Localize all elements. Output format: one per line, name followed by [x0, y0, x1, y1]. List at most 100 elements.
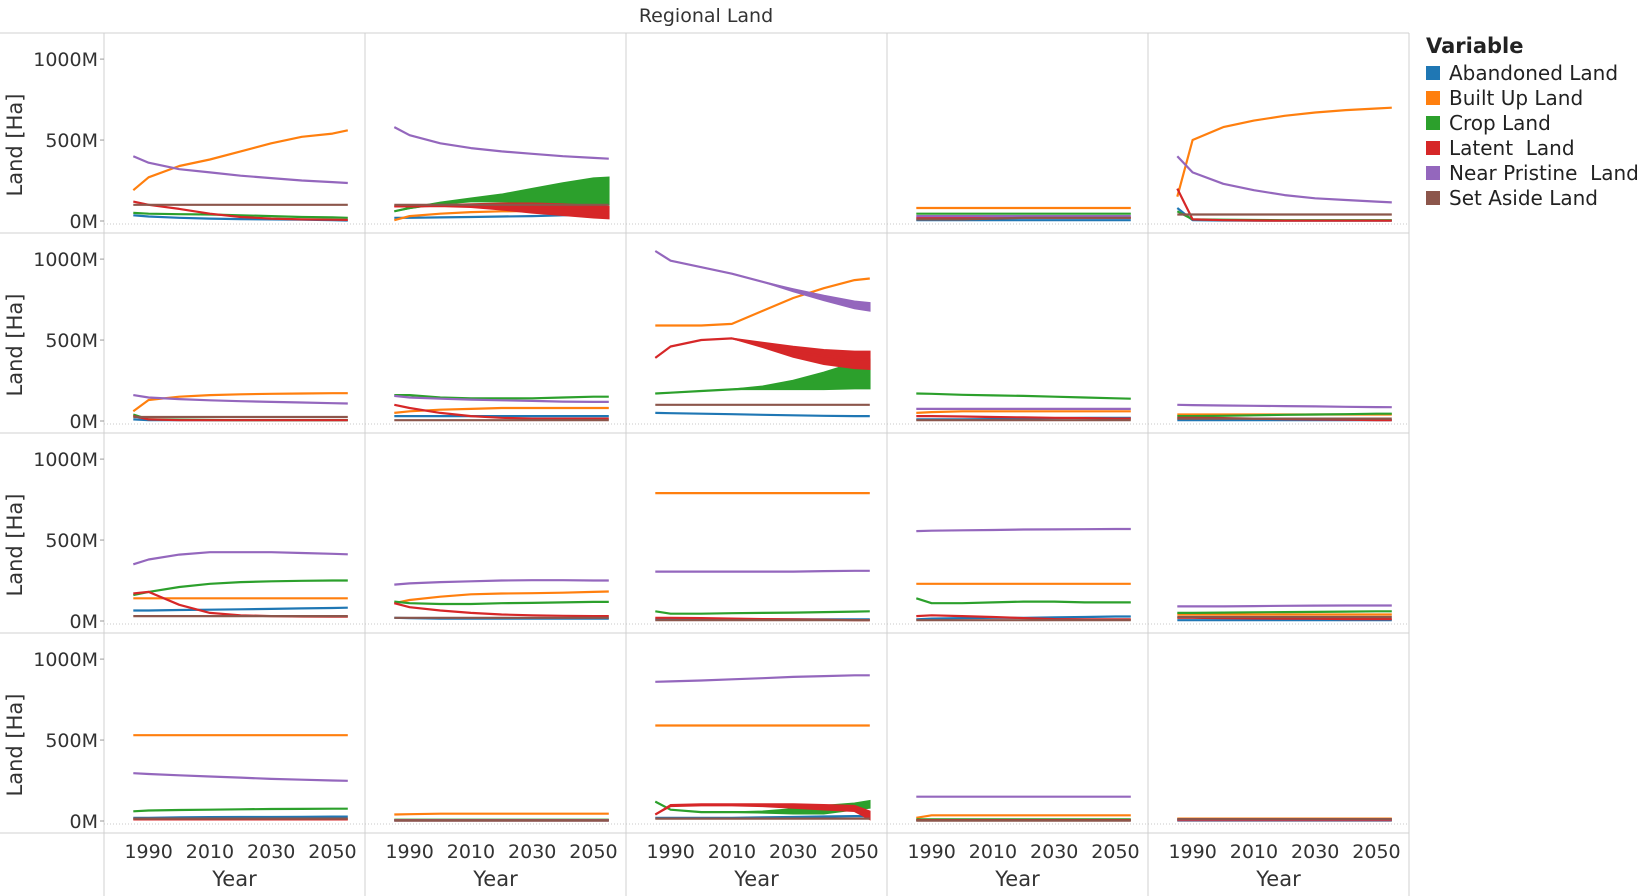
series-line — [916, 527, 1131, 533]
y-tick-label: 500M — [45, 330, 98, 352]
y-tick-label: 1000M — [33, 249, 98, 271]
series-line — [133, 415, 348, 422]
series-line — [654, 250, 870, 308]
legend-swatch — [1426, 115, 1440, 130]
series-line — [394, 590, 609, 605]
series-line — [132, 155, 348, 185]
series-line — [655, 610, 870, 615]
series-line — [133, 394, 348, 405]
series-line — [1177, 604, 1392, 608]
x-tick-label: 2030 — [1030, 841, 1078, 863]
series-line — [133, 211, 348, 219]
legend-label: Set Aside Land — [1449, 185, 1598, 210]
y-tick-label: 500M — [45, 530, 98, 552]
legend-swatch — [1426, 190, 1440, 205]
x-tick-label: 2050 — [308, 841, 356, 863]
legend-swatch — [1426, 90, 1440, 105]
series-line — [655, 277, 870, 327]
legend-label: Near Pristine Land — [1449, 160, 1639, 185]
series-line — [655, 674, 870, 683]
series-line — [1177, 610, 1392, 614]
series-line — [394, 600, 609, 606]
y-tick-label: 0M — [70, 611, 98, 633]
series-line — [133, 606, 348, 612]
y-axis-title: Land [Ha] — [3, 94, 27, 197]
legend-label: Crop Land — [1449, 110, 1551, 135]
legend-item[interactable]: Crop Land — [1426, 110, 1639, 135]
x-tick-label: 2030 — [1291, 841, 1339, 863]
legend-items: Abandoned Land Built Up Land Crop Land Late… — [1426, 60, 1639, 210]
x-tick-label: 1990 — [1168, 841, 1216, 863]
series-line — [133, 772, 348, 782]
y-tick-label: 1000M — [33, 449, 98, 471]
legend: Variable Abandoned Land Built Up Land Crop… — [1426, 34, 1639, 210]
legend-swatch — [1426, 140, 1440, 155]
series-line — [394, 394, 609, 400]
y-tick-label: 500M — [45, 130, 98, 152]
series-line — [1177, 412, 1392, 418]
x-tick-label: 2010 — [1230, 841, 1278, 863]
y-tick-label: 1000M — [33, 49, 98, 71]
series-line — [1176, 155, 1392, 204]
x-tick-label: 2050 — [1352, 841, 1400, 863]
series-line — [916, 814, 1131, 819]
series-line — [393, 126, 609, 160]
legend-swatch — [1426, 165, 1440, 180]
y-tick-label: 0M — [70, 411, 98, 433]
x-axis-title: Year — [1255, 867, 1301, 891]
series-line — [132, 129, 349, 192]
chart-marks — [132, 106, 1392, 822]
series-line — [655, 372, 870, 395]
legend-swatch — [1426, 65, 1440, 80]
series-line — [654, 337, 870, 361]
x-tick-label: 2030 — [247, 841, 295, 863]
series-line — [133, 579, 348, 597]
x-axis-title: Year — [211, 867, 257, 891]
legend-item[interactable]: Set Aside Land — [1426, 185, 1639, 210]
legend-item[interactable]: Abandoned Land — [1426, 60, 1639, 85]
series-line — [655, 411, 870, 418]
x-tick-label: 2050 — [1091, 841, 1139, 863]
series-line — [394, 812, 609, 816]
series-line — [394, 403, 609, 420]
legend-item[interactable]: Built Up Land — [1426, 85, 1639, 110]
legend-item[interactable]: Near Pristine Land — [1426, 160, 1639, 185]
series-line — [1177, 403, 1392, 409]
series-line — [655, 569, 870, 573]
chart-title: Regional Land — [639, 5, 773, 27]
x-axis-title: Year — [994, 867, 1040, 891]
x-tick-label: 1990 — [907, 841, 955, 863]
y-tick-label: 0M — [70, 811, 98, 833]
series-line — [394, 406, 609, 414]
panel-grid — [0, 32, 1410, 896]
series-line — [1176, 188, 1392, 222]
series-line — [654, 803, 871, 816]
y-axis-title: Land [Ha] — [3, 494, 27, 597]
x-tick-label: 2010 — [447, 841, 495, 863]
series-line — [1176, 106, 1392, 197]
x-tick-label: 1990 — [646, 841, 694, 863]
series-line — [394, 204, 609, 214]
legend-item[interactable]: Latent Land — [1426, 135, 1639, 160]
axis-labels: 0M 500M 1000M Land [Ha] 0M 500M 1000M Land [Ha]… — [3, 49, 1401, 891]
series-line — [394, 602, 609, 618]
x-tick-label: 1990 — [124, 841, 172, 863]
x-tick-label: 2030 — [769, 841, 817, 863]
series-line — [916, 410, 1131, 414]
legend-label: Abandoned Land — [1449, 60, 1619, 85]
x-tick-label: 2050 — [569, 841, 617, 863]
x-tick-label: 1990 — [385, 841, 433, 863]
series-line — [915, 597, 1131, 605]
y-tick-label: 500M — [45, 730, 98, 752]
y-tick-label: 0M — [70, 211, 98, 233]
series-line — [916, 216, 1131, 221]
series-line — [132, 551, 348, 566]
y-tick-label: 1000M — [33, 649, 98, 671]
legend-label: Built Up Land — [1449, 85, 1584, 110]
series-line — [916, 392, 1131, 400]
series-line — [133, 590, 348, 618]
y-axis-title: Land [Ha] — [3, 294, 27, 397]
x-tick-label: 2050 — [830, 841, 878, 863]
x-axis-title: Year — [733, 867, 779, 891]
